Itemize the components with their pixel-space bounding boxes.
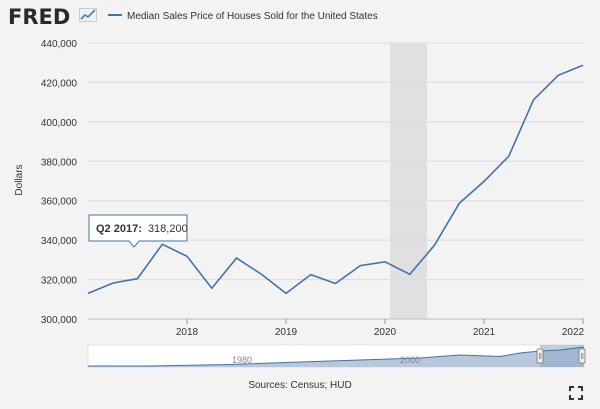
y-tick-label: 440,000 bbox=[41, 39, 78, 50]
gridlines bbox=[88, 42, 584, 320]
x-tick-label: 2019 bbox=[275, 327, 298, 338]
x-axis: 2018 2019 2020 2021 2022 bbox=[88, 318, 585, 338]
legend-swatch bbox=[108, 14, 122, 17]
legend-label: Median Sales Price of Houses Sold for th… bbox=[127, 11, 378, 22]
y-tick-label: 400,000 bbox=[41, 118, 78, 129]
series-points bbox=[87, 65, 584, 294]
y-tick-label: 380,000 bbox=[41, 157, 78, 168]
y-axis: 300,000 320,000 340,000 360,000 380,000 400,0… bbox=[41, 39, 78, 326]
svg-text:Q2 2017: 318,200: Q2 2017: 318,200 bbox=[96, 223, 188, 235]
navigator-area bbox=[88, 347, 584, 367]
recession-band bbox=[390, 43, 428, 319]
y-tick-label: 320,000 bbox=[41, 276, 78, 287]
y-tick-label: 300,000 bbox=[41, 315, 78, 326]
x-tick-label: 2022 bbox=[562, 327, 585, 338]
navigator-handle-right[interactable] bbox=[578, 348, 586, 364]
trend-line-icon bbox=[79, 8, 97, 22]
navigator-label-1980: 1980 bbox=[232, 355, 252, 365]
tooltip-value: 318,200 bbox=[148, 223, 188, 235]
chart-legend: Median Sales Price of Houses Sold for th… bbox=[108, 11, 378, 23]
x-tick-label: 2021 bbox=[473, 327, 496, 338]
navigator-handle-left[interactable] bbox=[536, 348, 544, 364]
fred-logo: FRED bbox=[8, 5, 71, 29]
tooltip-box bbox=[88, 214, 188, 248]
tooltip-label: Q2 2017: bbox=[96, 223, 142, 235]
x-tick-label: 2020 bbox=[374, 327, 397, 338]
range-navigator[interactable]: 1980 2000 bbox=[87, 344, 586, 368]
tooltip: Q2 2017: 318,200 bbox=[88, 214, 188, 248]
sources-note: Sources: Census; HUD bbox=[248, 380, 352, 391]
y-axis-label: Dollars bbox=[14, 164, 25, 195]
y-tick-label: 340,000 bbox=[41, 236, 78, 247]
navigator-label-2000: 2000 bbox=[400, 355, 420, 365]
fullscreen-expand-icon[interactable] bbox=[568, 385, 584, 401]
series-line bbox=[87, 64, 584, 295]
x-tick-label: 2018 bbox=[176, 327, 199, 338]
recession-shading bbox=[390, 43, 428, 319]
y-tick-label: 420,000 bbox=[41, 78, 78, 89]
y-tick-label: 360,000 bbox=[41, 197, 78, 208]
